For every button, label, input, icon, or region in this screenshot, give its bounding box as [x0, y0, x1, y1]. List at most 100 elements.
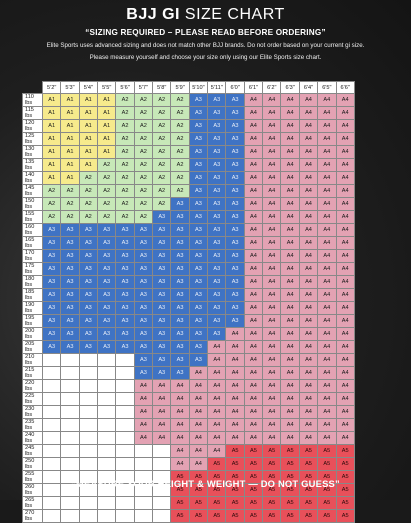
empty-cell: [41, 457, 62, 471]
size-cell: A2: [133, 184, 154, 198]
size-cell: A4: [262, 171, 282, 185]
size-cell: A4: [262, 405, 282, 419]
height-header: 5'8": [152, 81, 172, 94]
size-cell: A3: [152, 366, 172, 380]
size-cell: A4: [243, 288, 264, 302]
size-cell: A3: [170, 301, 190, 315]
size-cell: A2: [152, 171, 172, 185]
size-cell: A4: [262, 93, 282, 107]
size-cell: A4: [317, 301, 337, 315]
size-cell: A5: [262, 444, 282, 458]
weight-row: 195 lbs A3 A3 A3 A3 A3 A3 A3 A3 A3 A3 A3 A4 A4 A4 A4 A4 A…: [22, 314, 355, 328]
size-cell: A3: [207, 171, 227, 185]
size-cell: A5: [298, 457, 319, 471]
size-cell: A4: [243, 431, 264, 445]
size-cell: A4: [317, 236, 337, 250]
size-cell: A2: [152, 106, 172, 120]
size-cell: A3: [188, 236, 209, 250]
size-cell: A4: [298, 132, 319, 146]
size-cell: A4: [317, 119, 337, 133]
size-cell: A4: [243, 145, 264, 159]
size-table: 5'2" 5'3" 5'4" 5'5" 5'6" 5'7" 5'8" 5'9" 5'10" 5'1…: [22, 81, 355, 523]
size-cell: A3: [225, 106, 245, 120]
size-cell: A3: [97, 327, 117, 341]
size-cell: A4: [280, 106, 300, 120]
empty-cell: [97, 392, 117, 406]
size-cell: A3: [97, 340, 117, 354]
size-cell: A3: [188, 119, 209, 133]
size-cell: A3: [170, 275, 190, 289]
size-cell: A4: [280, 249, 300, 263]
size-cell: A5: [317, 483, 337, 497]
size-cell: A3: [225, 314, 245, 328]
size-cell: A3: [207, 145, 227, 159]
size-cell: A4: [317, 145, 337, 159]
size-cell: A5: [298, 509, 319, 523]
size-cell: A3: [41, 327, 62, 341]
size-cell: A4: [207, 340, 227, 354]
size-cell: A4: [298, 379, 319, 393]
size-cell: A4: [133, 392, 154, 406]
weight-label: 205 lbs: [22, 340, 43, 354]
size-cell: A3: [188, 275, 209, 289]
size-cell: A4: [188, 392, 209, 406]
height-header: 6'3": [280, 81, 300, 94]
size-cell: A4: [262, 301, 282, 315]
size-cell: A3: [188, 93, 209, 107]
size-cell: A2: [115, 119, 135, 133]
empty-cell: [78, 366, 99, 380]
size-cell: A3: [225, 262, 245, 276]
size-cell: A4: [243, 210, 264, 224]
size-cell: A5: [170, 496, 190, 510]
weight-row: 185 lbs A3 A3 A3 A3 A3 A3 A3 A3 A3 A3 A3 A4 A4 A4 A4 A4 A…: [22, 288, 355, 302]
size-cell: A3: [207, 158, 227, 172]
size-cell: A4: [317, 431, 337, 445]
weight-row: 165 lbs A3 A3 A3 A3 A3 A3 A3 A3 A3 A3 A3 A4 A4 A4 A4 A4 A…: [22, 236, 355, 250]
empty-cell: [60, 366, 80, 380]
size-cell: A3: [207, 288, 227, 302]
size-cell: A4: [298, 275, 319, 289]
empty-cell: [60, 496, 80, 510]
size-cell: A3: [41, 288, 62, 302]
empty-cell: [41, 366, 62, 380]
height-header: 5'10": [188, 81, 209, 94]
size-cell: A3: [97, 236, 117, 250]
size-cell: A4: [262, 353, 282, 367]
size-cell: A2: [78, 184, 99, 198]
weight-label: 235 lbs: [22, 418, 43, 432]
size-cell: A4: [298, 119, 319, 133]
size-cell: A4: [317, 132, 337, 146]
size-cell: A3: [78, 236, 99, 250]
size-cell: A1: [97, 93, 117, 107]
weight-row: 175 lbs A3 A3 A3 A3 A3 A3 A3 A3 A3 A3 A3 A4 A4 A4 A4 A4 A…: [22, 262, 355, 276]
weight-label: 250 lbs: [22, 457, 43, 471]
empty-cell: [60, 509, 80, 523]
size-cell: A2: [152, 184, 172, 198]
size-cell: A4: [207, 431, 227, 445]
weight-label: 140 lbs: [22, 171, 43, 185]
weight-row: 145 lbs A2 A2 A2 A2 A2 A2 A2 A2 A3 A3 A3 A4 A4 A4 A4 A4 A…: [22, 184, 355, 198]
size-cell: A4: [262, 184, 282, 198]
size-cell: A4: [335, 210, 355, 224]
size-cell: A4: [298, 106, 319, 120]
empty-cell: [133, 444, 154, 458]
weight-row: 170 lbs A3 A3 A3 A3 A3 A3 A3 A3 A3 A3 A3 A4 A4 A4 A4 A4 A…: [22, 249, 355, 263]
size-cell: A3: [133, 366, 154, 380]
empty-cell: [115, 366, 135, 380]
empty-cell: [78, 418, 99, 432]
size-cell: A4: [317, 210, 337, 224]
size-cell: A3: [152, 327, 172, 341]
size-cell: A2: [41, 210, 62, 224]
weight-row: 270 lbs A5 A5 A5 A5 A5 A5 A5 A5 A5 A5: [22, 509, 355, 523]
size-cell: A3: [188, 288, 209, 302]
size-cell: A4: [262, 418, 282, 432]
size-cell: A4: [225, 340, 245, 354]
size-cell: A4: [298, 262, 319, 276]
weight-row: 180 lbs A3 A3 A3 A3 A3 A3 A3 A3 A3 A3 A3 A4 A4 A4 A4 A4 A…: [22, 275, 355, 289]
size-cell: A3: [60, 301, 80, 315]
height-header: 6'4": [298, 81, 319, 94]
weight-label: 120 lbs: [22, 119, 43, 133]
size-cell: A1: [97, 119, 117, 133]
size-cell: A5: [335, 457, 355, 471]
height-header: 6'5": [317, 81, 337, 94]
